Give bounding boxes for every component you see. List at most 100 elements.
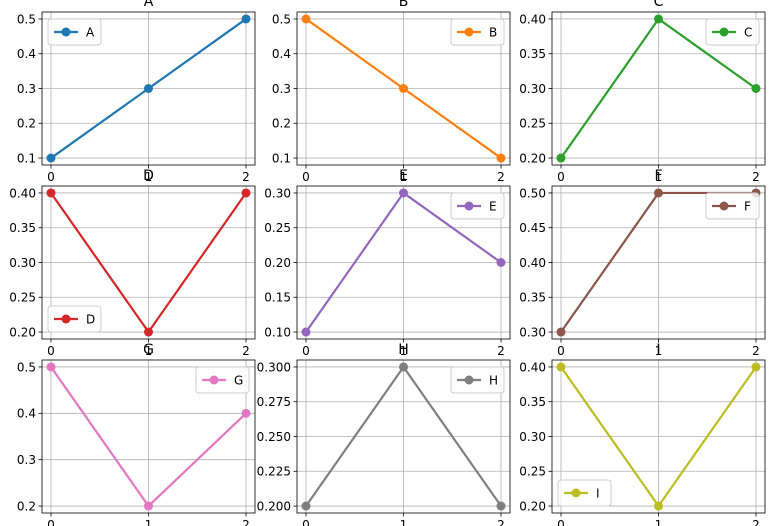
y-tick-label: 0.45 [519,221,546,235]
subplot-title: C [654,0,664,10]
y-tick-label: 0.25 [519,117,546,131]
y-tick-label: 0.50 [519,186,546,200]
x-tick-label: 2 [497,518,505,526]
axes-frame [296,11,511,166]
legend-label: I [596,486,600,500]
data-point [399,362,408,372]
data-point [654,14,663,24]
subplot-A: 0 1 2 0.1 0.2 0.3 0.4 0.5 A A [17,0,256,184]
legend: A [47,18,102,46]
y-tick-label: 0.40 [519,360,546,374]
legend-label: G [234,373,243,387]
subplot-E: 0 1 2 0.10 0.15 0.20 0.25 0.30 E E [264,168,511,358]
axes-frame [41,359,256,514]
data-point [496,153,506,163]
y-tick-label: 0.3 [17,82,36,96]
x-tick-label: 0 [302,344,310,358]
legend-marker [464,375,474,385]
y-tick-label: 0.15 [264,291,291,305]
data-point [496,258,506,267]
x-tick-label: 0 [47,170,55,184]
data-point [654,188,663,198]
x-tick-label: 2 [242,170,250,184]
data-point [301,14,311,24]
y-tick-label: 0.3 [17,453,36,467]
data-point [241,188,251,198]
legend-marker [61,27,71,37]
y-tick-label: 0.35 [519,291,546,305]
y-tick-label: 0.250 [257,430,291,444]
y-tick-label: 0.20 [9,325,36,339]
y-tick-label: 0.2 [17,117,36,131]
y-tick-label: 0.20 [519,499,546,513]
y-tick-label: 0.3 [272,82,291,96]
legend: B [450,18,505,46]
subplot-title: B [399,0,409,10]
y-tick-label: 0.275 [257,395,291,409]
y-tick-label: 0.20 [519,151,546,165]
subplot-F: 0 1 2 0.30 0.35 0.40 0.45 0.50 F F [519,168,766,358]
legend-label: B [489,25,497,39]
subplot-title: A [144,0,154,10]
subplot-G: 0 1 2 0.2 0.3 0.4 0.5 G G [17,342,256,526]
y-tick-label: 0.2 [272,117,291,131]
y-tick-label: 0.35 [519,47,546,61]
data-point [399,84,408,93]
x-tick-label: 1 [145,170,153,184]
data-point [654,501,663,511]
y-tick-label: 0.2 [17,499,36,513]
legend: H [450,366,505,394]
y-tick-label: 0.4 [17,407,36,421]
axes-frame [41,185,256,340]
subplot-title: F [654,168,662,184]
x-tick-label: 2 [497,344,505,358]
y-tick-label: 0.30 [519,82,546,96]
x-tick-label: 0 [302,518,310,526]
data-point [46,362,56,372]
y-tick-label: 0.1 [272,151,291,165]
axes-frame [296,185,511,340]
x-tick-label: 0 [557,344,565,358]
x-tick-label: 1 [400,170,408,184]
y-tick-label: 0.5 [17,12,36,26]
subplot-D: 0 1 2 0.20 0.25 0.30 0.35 0.40 D D [9,168,256,358]
legend: I [557,479,612,507]
y-tick-label: 0.25 [519,465,546,479]
legend-label: H [489,373,498,387]
subplot-B: 0 1 2 0.1 0.2 0.3 0.4 0.5 B B [272,0,511,184]
y-tick-label: 0.30 [519,430,546,444]
x-tick-label: 2 [242,518,250,526]
data-point [751,84,761,93]
legend-marker [464,201,474,211]
y-tick-label: 0.200 [257,499,291,513]
legend-marker [61,314,71,324]
y-tick-label: 0.4 [272,47,291,61]
x-tick-label: 1 [145,344,153,358]
x-tick-label: 1 [655,170,663,184]
legend-marker [719,27,729,37]
x-tick-label: 1 [145,518,153,526]
y-tick-label: 0.1 [17,151,36,165]
x-tick-label: 0 [47,344,55,358]
x-tick-label: 2 [752,344,760,358]
x-tick-label: 0 [557,518,565,526]
data-point [301,327,311,337]
y-tick-label: 0.10 [264,325,291,339]
data-point [556,362,566,372]
axes-frame [551,185,766,340]
legend: D [47,305,102,333]
axes-frame [551,359,766,514]
legend-label: D [86,312,95,326]
data-point [301,501,311,511]
x-tick-label: 2 [242,344,250,358]
y-tick-label: 0.40 [519,12,546,26]
legend-label: E [489,199,497,213]
legend: G [195,366,250,394]
y-tick-label: 0.25 [264,221,291,235]
y-tick-label: 0.35 [519,395,546,409]
x-tick-label: 2 [752,518,760,526]
y-tick-label: 0.30 [9,256,36,270]
subplot-title: H [398,342,409,358]
x-tick-label: 2 [752,170,760,184]
